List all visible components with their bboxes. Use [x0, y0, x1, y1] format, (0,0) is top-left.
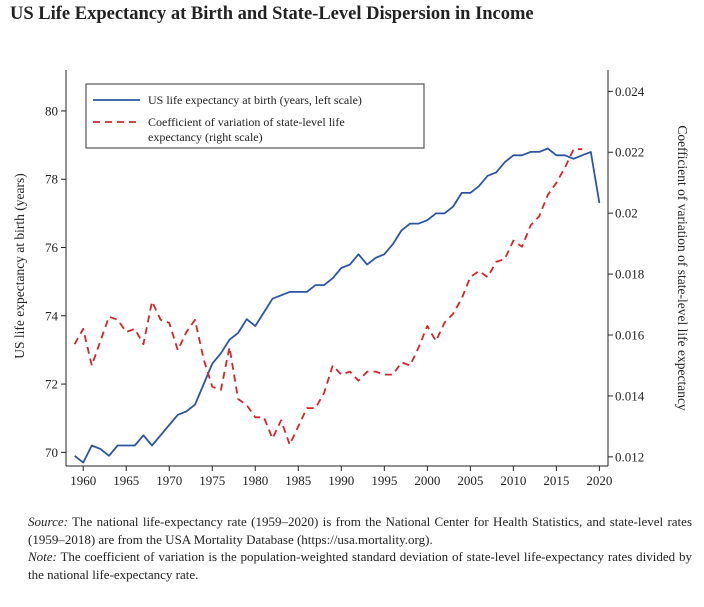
x-tick-label: 1990	[328, 473, 354, 488]
y-left-tick-label: 72	[45, 377, 58, 392]
x-tick-label: 2010	[500, 473, 526, 488]
chart-plot: 1960 1965 1970 1975 1980 1985 1990 1995 2000 2005…	[12, 70, 690, 488]
note-text: The coefficient of variation is the popu…	[28, 549, 692, 582]
y-left-tick-label: 76	[45, 240, 59, 255]
y-left-tick-label: 78	[45, 172, 58, 187]
x-tick-label: 2005	[457, 473, 483, 488]
x-tick-label: 1965	[113, 473, 139, 488]
x-tick-label: 1985	[285, 473, 311, 488]
series-life-expectancy-line	[74, 147, 601, 464]
y-right-tick-label: 0.018	[615, 267, 644, 282]
note-label: Note:	[28, 549, 57, 564]
source-note: Source: The national life-expectancy rat…	[28, 513, 692, 548]
x-tick-label: 1970	[156, 473, 182, 488]
method-note: Note: The coefficient of variation is th…	[28, 548, 692, 583]
y-right-tick-label: 0.02	[615, 206, 638, 221]
x-tick-label: 2000	[414, 473, 440, 488]
source-text: The national life-expectancy rate (1959–…	[28, 514, 692, 547]
y-right-tick-label: 0.016	[615, 328, 645, 343]
y-right-tick-label: 0.022	[615, 145, 644, 160]
legend-label-line: Coefficient of variation of state-level …	[148, 115, 345, 129]
legend-label-coefficient-variation: Coefficient of variation of state-level …	[148, 115, 345, 144]
x-tick-label: 1995	[371, 473, 397, 488]
legend-label-life-expectancy: US life expectancy at birth (years, left…	[148, 93, 362, 107]
series-coefficient-variation-line	[73, 148, 583, 446]
y-left-tick-label: 74	[45, 308, 59, 323]
x-tick-label: 2015	[543, 473, 569, 488]
y-right-tick-label: 0.024	[615, 84, 645, 99]
y-left-tick-label: 70	[45, 445, 58, 460]
chart-notes: Source: The national life-expectancy rat…	[28, 513, 692, 583]
y-right-tick-label: 0.012	[615, 449, 644, 464]
x-tick-label: 2020	[586, 473, 612, 488]
chart-title: US Life Expectancy at Birth and State-Le…	[10, 4, 534, 24]
y-axis-right-label: Coefficient of variation of state-level …	[675, 125, 690, 411]
legend-label-line: expectancy (right scale)	[148, 130, 263, 144]
x-tick-label: 1960	[70, 473, 96, 488]
legend-box	[85, 83, 425, 149]
y-axis-left-label: US life expectancy at birth (years)	[12, 173, 27, 359]
x-tick-label: 1975	[199, 473, 225, 488]
y-right-tick-label: 0.014	[615, 388, 645, 403]
y-left-tick-label: 80	[45, 103, 58, 118]
source-label: Source:	[28, 514, 68, 529]
x-tick-label: 1980	[242, 473, 268, 488]
